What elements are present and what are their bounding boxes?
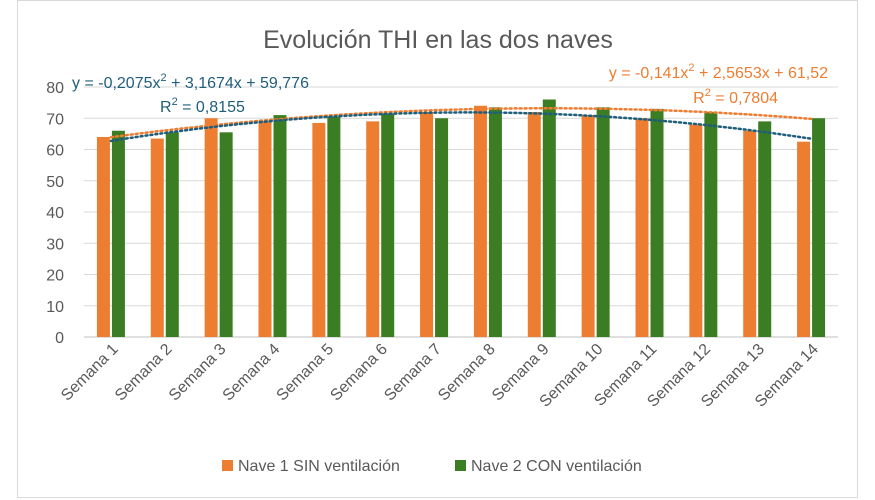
x-tick-label: Semana 5 [274, 341, 338, 405]
bar-nave2 [488, 107, 502, 337]
bar-nave2 [758, 121, 772, 337]
x-tick-label: Semana 8 [435, 341, 499, 405]
x-tick-label: Semana 1 [58, 341, 122, 405]
bar-nave1 [312, 122, 326, 337]
bar-nave1 [581, 115, 595, 337]
legend-label-nave1: Nave 1 SIN ventilación [238, 458, 400, 475]
bar-nave2 [704, 112, 718, 337]
x-tick-label: Semana 4 [220, 341, 284, 405]
y-tick-label: 80 [46, 80, 64, 97]
legend-swatch-nave1 [222, 460, 233, 471]
bar-nave2 [650, 108, 664, 337]
y-tick-label: 10 [46, 299, 64, 316]
r2-suffix: = 0,7804 [711, 90, 778, 107]
bar-nave1 [527, 112, 541, 337]
y-tick-label: 40 [46, 205, 64, 222]
equation-superscript: 2 [688, 62, 694, 74]
bar-nave2 [381, 113, 395, 337]
bar-nave1 [258, 121, 272, 337]
bar-nave2 [596, 107, 610, 337]
bar-nave1 [150, 138, 164, 337]
bar-nave2 [542, 99, 556, 337]
legend-swatch-nave2 [455, 460, 466, 471]
x-tick-label: Semana 3 [166, 341, 230, 405]
chart-frame [17, 0, 858, 498]
trendline-r-squared: R2 = 0,8155 [160, 96, 245, 116]
bar-nave2 [219, 132, 233, 337]
bar-nave2 [327, 116, 341, 337]
y-tick-label: 70 [46, 111, 64, 128]
chart-title: Evolución THI en las dos naves [263, 26, 613, 54]
bar-nave2 [435, 118, 449, 337]
bar-nave2 [165, 132, 179, 337]
bar-nave1 [797, 141, 811, 337]
bar-nave2 [273, 115, 287, 337]
x-tick-label: Semana 6 [327, 341, 391, 405]
trendline-r-squared: R2 = 0,7804 [693, 87, 778, 107]
trendline-nave1 [109, 107, 813, 139]
equation-suffix: + 2,5653x + 61,52 [695, 65, 829, 82]
x-tick-label: Semana 7 [381, 341, 445, 405]
y-tick-label: 60 [46, 143, 64, 160]
bar-nave1 [420, 112, 434, 337]
y-tick-label: 20 [46, 268, 64, 285]
legend-label-nave2: Nave 2 CON ventilación [471, 458, 642, 475]
bar-nave2 [111, 130, 125, 337]
bar-nave1 [96, 137, 110, 337]
bar-nave1 [473, 105, 487, 337]
bar-nave1 [743, 130, 757, 337]
bar-nave1 [635, 118, 649, 337]
bar-nave1 [689, 124, 703, 337]
r2-prefix: R [160, 99, 172, 116]
equation-superscript: 2 [161, 72, 167, 84]
bar-nave2 [812, 118, 826, 337]
equation-prefix: y = -0,2075x [72, 75, 161, 92]
bar-nave1 [204, 118, 218, 337]
x-tick-label: Semana 2 [112, 341, 176, 405]
r2-prefix: R [693, 90, 705, 107]
y-tick-label: 30 [46, 236, 64, 253]
equation-prefix: y = -0,141x [609, 65, 689, 82]
trendline-nave2 [109, 111, 813, 143]
r2-suffix: = 0,8155 [178, 99, 245, 116]
equation-suffix: + 3,1674x + 59,776 [167, 75, 309, 92]
y-tick-label: 0 [55, 330, 64, 347]
y-tick-label: 50 [46, 174, 64, 191]
r2-superscript: 2 [705, 87, 711, 99]
trendline-equation: y = -0,141x2 + 2,5653x + 61,52 [609, 62, 828, 82]
trendline-equation: y = -0,2075x2 + 3,1674x + 59,776 [72, 72, 309, 92]
r2-superscript: 2 [172, 96, 178, 108]
bar-nave1 [366, 121, 380, 337]
